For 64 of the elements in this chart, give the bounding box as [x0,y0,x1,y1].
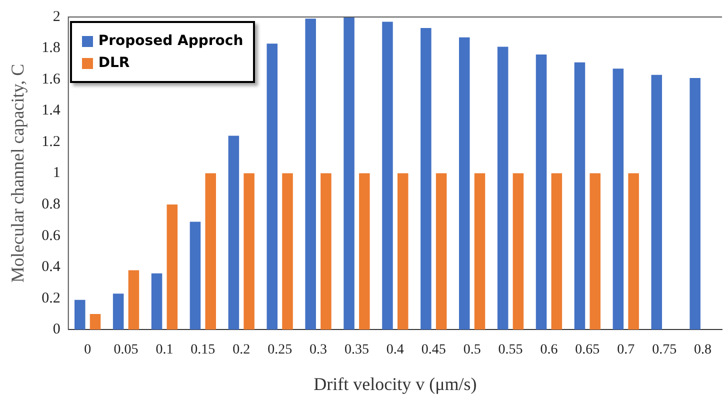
x-tick-label: 0.5 [463,342,481,358]
bar [382,22,393,330]
bar [590,173,600,330]
legend-label: Proposed Approch [98,33,244,49]
bar [344,17,354,330]
bar [651,74,662,330]
bar [536,54,547,330]
bar [690,78,700,330]
y-tick-label: 2 [52,8,60,25]
x-tick-label: 0.3 [310,342,328,358]
x-tick-label: 0.2 [232,342,250,358]
x-tick-label: 0.05 [114,342,138,358]
x-tick-label: 0.75 [652,342,677,358]
bar [244,173,254,330]
x-tick-label: 0.25 [268,342,292,358]
bar [628,173,639,330]
x-tick-label: 0.4 [386,342,404,358]
y-tick-label: 0 [52,322,60,338]
y-tick-label: 1 [52,165,60,182]
x-tick-label: 0.8 [694,342,712,358]
bar [74,300,86,330]
bar [112,294,124,330]
bar [474,173,486,330]
x-tick-label: 0.35 [344,342,369,358]
bar [228,136,240,330]
x-tick-label: 0.1 [156,342,174,358]
bar [574,62,586,330]
bar [436,173,447,330]
x-tick-label: 0.15 [190,342,216,358]
y-tick-label: 0.4 [42,259,61,276]
x-tick-label: 0.7 [617,342,635,358]
y-axis-title: Molecular channel capacity, C [8,64,28,283]
x-tick-label: 0.55 [498,342,523,358]
bar [190,222,201,330]
bar [305,18,316,330]
y-tick-label: 0.6 [42,228,61,244]
bar [320,173,332,330]
bar [512,173,524,330]
bar [266,44,278,330]
bar [205,173,216,330]
y-tick-label: 1.8 [42,40,60,56]
bar [128,270,140,330]
bar [282,173,293,330]
y-tick-label: 0.2 [42,290,60,306]
x-axis-title: Drift velocity v (μm/s) [314,374,477,394]
bar [497,46,508,330]
bar [359,173,370,330]
x-tick-label: 0.65 [575,342,600,358]
bar [151,273,162,330]
bar [397,173,408,330]
bar [459,37,470,330]
x-tick-label: 0.45 [421,342,446,358]
x-tick-label: 0.6 [540,342,558,358]
y-tick-label: 1.4 [42,102,61,119]
bar [420,28,432,330]
y-tick-label: 1.2 [42,134,60,150]
legend-label: DLR [98,55,130,71]
bar [612,68,624,330]
bar [551,173,562,330]
bar [90,314,101,330]
bar [166,204,178,330]
x-tick-label: 0 [84,342,92,358]
y-tick-label: 0.8 [42,196,60,212]
y-tick-label: 1.6 [42,71,61,88]
